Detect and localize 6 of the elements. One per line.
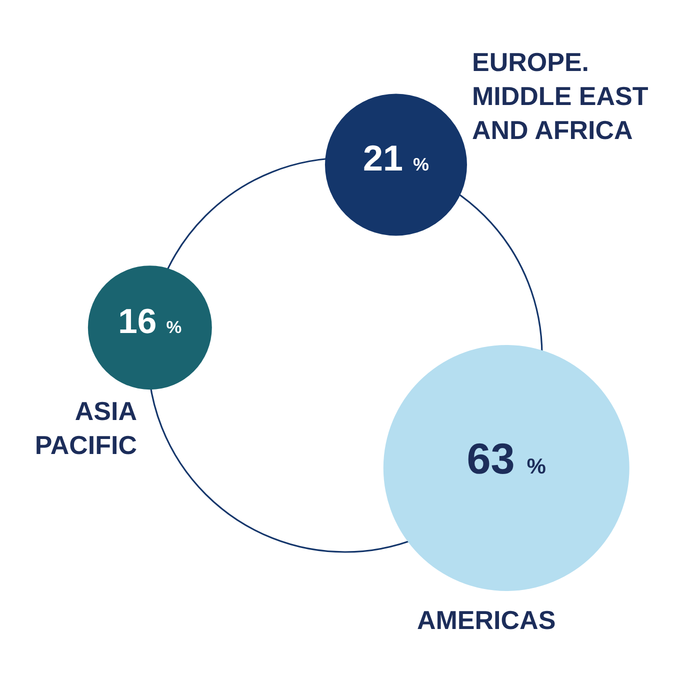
data-label: 63 %: [466, 436, 546, 484]
category-label: AMERICAS: [417, 605, 556, 636]
data-label: 16 %: [118, 303, 182, 342]
data-label: 21 %: [363, 137, 429, 178]
category-label: EUROPE. MIDDLE EAST AND AFRICA: [472, 47, 648, 146]
category-label: ASIA PACIFIC: [34, 396, 138, 460]
